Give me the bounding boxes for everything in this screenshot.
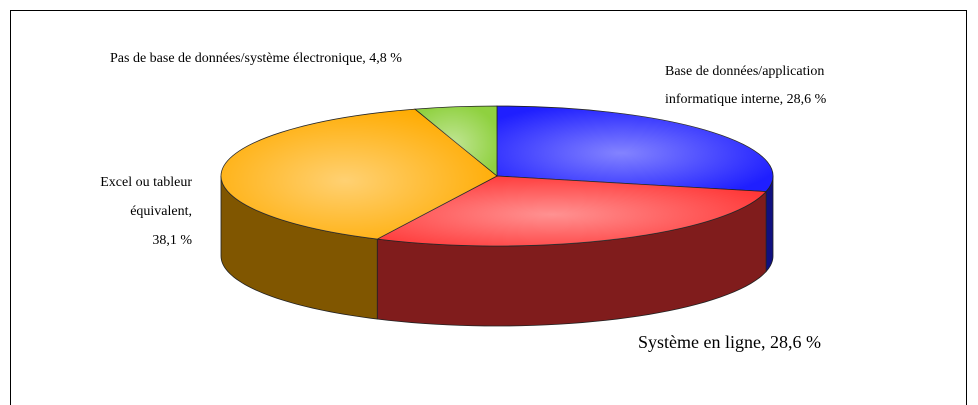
slice-label: Pas de base de données/système électroni… xyxy=(110,51,402,66)
pie xyxy=(220,105,774,327)
slice-highlight xyxy=(377,176,767,246)
labels: Base de données/application informatique … xyxy=(100,51,826,352)
slice-label: Base de données/application xyxy=(665,64,824,79)
frame xyxy=(10,10,967,405)
slice-label: Système en ligne, 28,6 % xyxy=(638,332,821,352)
slice-label: 38,1 % xyxy=(152,233,192,248)
slice-highlight xyxy=(497,106,773,192)
slice-highlight xyxy=(415,106,497,176)
slice-label: informatique interne, 28,6 % xyxy=(665,92,827,107)
slice-label: équivalent, xyxy=(130,204,192,219)
slice-highlight xyxy=(221,109,498,240)
slice-label: Excel ou tableur xyxy=(100,175,192,190)
